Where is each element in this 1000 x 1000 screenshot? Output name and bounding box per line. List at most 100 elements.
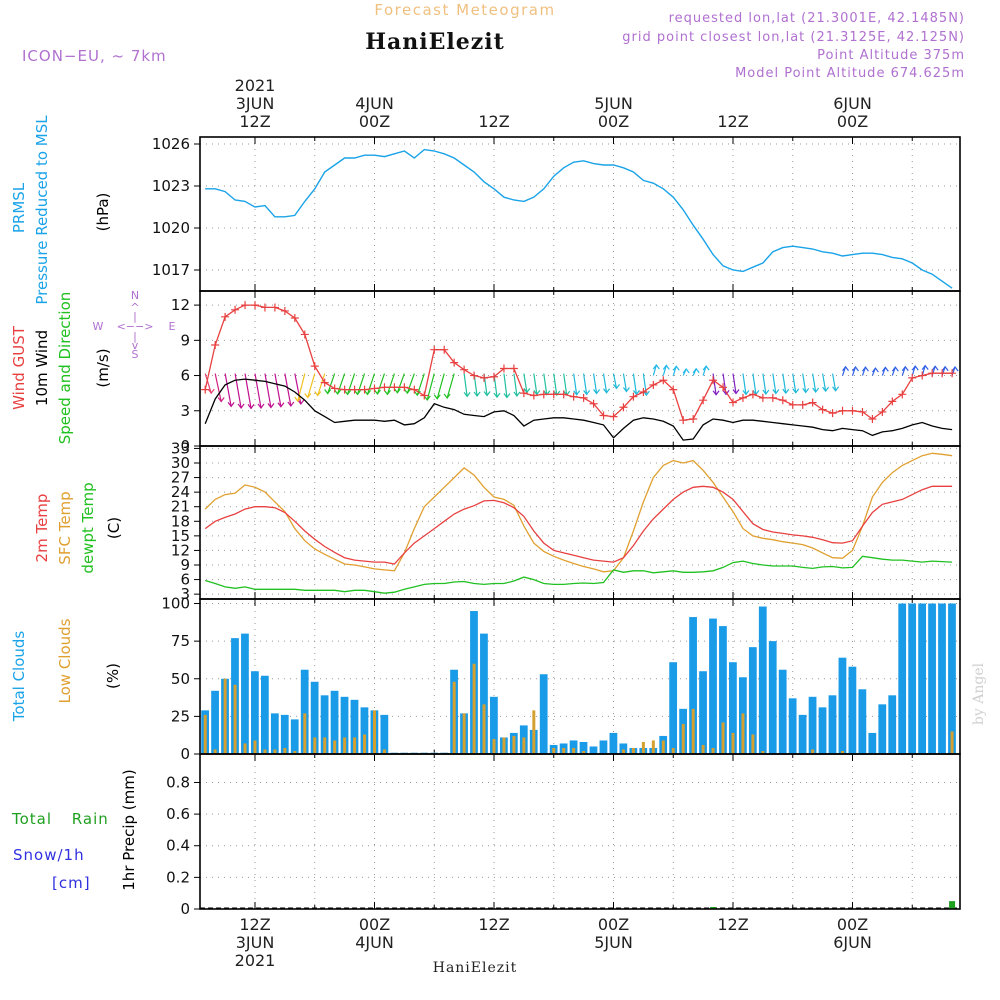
cloud-bar-low [691, 708, 695, 754]
time-label-text: 00Z [837, 915, 868, 934]
wind-panel: 0 3 6 9 12 [171, 291, 960, 455]
wind-gust-marker [340, 385, 349, 394]
cloud-bar-total [669, 662, 678, 754]
temp-label-dew: dewpt Temp [79, 482, 97, 573]
time-label-text: 2021 [235, 76, 276, 95]
wind-arrow-head [354, 389, 362, 396]
cloud-bar-total [878, 704, 887, 754]
requested-coords: requested lon,lat (21.3001E, 42.1485N) [669, 11, 965, 26]
cloud-bar-total [251, 671, 259, 754]
cloud-bar-total [310, 681, 319, 754]
wind-arrow-head [423, 395, 431, 401]
wind-arrow-head [613, 383, 620, 390]
wind-arrow-head [383, 389, 391, 396]
wind-arrow [632, 373, 638, 395]
y-tick-label: 0.4 [166, 837, 190, 855]
compass-s-bar: | [133, 330, 137, 343]
wind-arrow-head [852, 365, 859, 372]
cloud-label-unit: (%) [104, 663, 122, 689]
wind-arrow [366, 373, 376, 395]
cloud-bar-low [761, 750, 765, 754]
wind-arrow-head [473, 391, 481, 397]
wind-gust-marker [241, 301, 250, 310]
wind-arrow-head [217, 397, 225, 403]
cloud-bar-low [751, 734, 755, 754]
wind-gust-marker [669, 385, 678, 394]
cloud-bar-low [303, 713, 307, 754]
wind-gust-marker [599, 411, 608, 420]
wind-gust-marker [430, 345, 439, 354]
compass-n-bar: | [133, 310, 137, 323]
pressure-panel: 1017 1020 1023 1026 [152, 135, 960, 291]
y-tick-label: 0.6 [166, 805, 190, 823]
wind-arrow [652, 364, 657, 376]
wind-arrow [782, 373, 787, 394]
wind-arrow-head [832, 386, 840, 392]
cloud-bar-low [343, 737, 347, 754]
precip-frame [199, 753, 961, 910]
y-tick-label: 3 [180, 585, 190, 603]
wind-arrow [792, 373, 797, 393]
wind-gust-marker [211, 341, 220, 350]
wind-gust-marker [748, 390, 757, 399]
wind-arrow-head [792, 388, 800, 394]
wind-arrow-head [227, 401, 235, 408]
wind-gust-marker [549, 390, 558, 399]
wind-arrow-head [483, 391, 491, 397]
wind-gust-marker [480, 373, 489, 382]
wind-arrow [602, 373, 608, 393]
wind-arrow [274, 373, 282, 407]
credit-watermark: by Angel [971, 662, 987, 725]
wind-gust-marker [221, 312, 230, 321]
wind-arrow-head [304, 393, 312, 399]
wind-arrow-head [403, 388, 411, 395]
cloud-bar-low [223, 678, 227, 754]
wind-arrow-head [742, 389, 750, 396]
wind-arrow [762, 373, 767, 395]
cloud-bar-total [788, 698, 797, 754]
wind-arrow [446, 373, 455, 399]
wind-arrow-head [334, 389, 342, 395]
wind-gust-marker [231, 305, 240, 314]
location-title: HaniElezit [365, 29, 505, 55]
wind-arrow-head [951, 365, 959, 372]
wind-speed-line [204, 378, 953, 441]
wind-arrow-head [503, 393, 511, 399]
wind-gust-marker [460, 365, 469, 374]
time-label-text: 5JUN [594, 933, 633, 952]
cloud-bar-total [858, 689, 867, 754]
wind-arrow-head [237, 403, 245, 409]
wind-arrow-head [277, 402, 285, 408]
cloud-bar-low [841, 750, 845, 754]
pressure-side-labels: PRMSL Pressure Reduced to MSL (hPa) [10, 115, 112, 305]
wind-arrow-head [911, 365, 919, 371]
wind-arrow [573, 373, 578, 395]
wind-arrow-head [583, 389, 591, 396]
compass-e: E [169, 320, 176, 333]
cloud-bar-low [333, 740, 337, 754]
y-tick-label: 12 [171, 296, 190, 314]
wind-arrow-head [812, 387, 820, 393]
wind-arrow-head [762, 389, 770, 395]
cloud-bar-total [241, 633, 249, 754]
wind-gust-marker [519, 389, 528, 398]
y-tick-label: 3 [180, 402, 190, 420]
wind-arrow [463, 373, 468, 397]
compass-rose: N ^ | W <−−> E | v S [93, 289, 176, 361]
cloud-bar-total [778, 669, 787, 754]
temp-label-sfc: SFC Temp [56, 491, 74, 564]
cloud-bar-low [363, 734, 367, 754]
wind-arrow [553, 373, 558, 396]
time-label-text: 12Z [239, 915, 270, 934]
model-altitude: Model Point Altitude 674.625m [735, 66, 965, 81]
pressure-label-msl: Pressure Reduced to MSL [33, 115, 51, 305]
temp-dewpoint-line [205, 555, 953, 594]
wind-arrow [772, 373, 777, 394]
time-label-text: 12Z [239, 112, 270, 131]
wind-arrow-head [603, 388, 611, 394]
precip-label-snow: Snow/1h [13, 846, 85, 864]
y-tick-label: 0.8 [166, 773, 190, 791]
y-tick-label: 1023 [152, 177, 190, 195]
cloud-bar-total [211, 690, 219, 754]
